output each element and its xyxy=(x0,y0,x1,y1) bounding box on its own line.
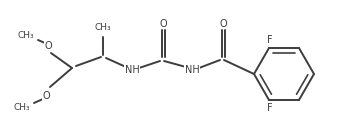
Text: O: O xyxy=(44,41,52,51)
Text: CH₃: CH₃ xyxy=(14,103,30,112)
Text: O: O xyxy=(219,19,227,29)
Text: NH: NH xyxy=(185,65,199,75)
Text: F: F xyxy=(267,103,273,113)
Text: NH: NH xyxy=(125,65,139,75)
Text: CH₃: CH₃ xyxy=(95,24,111,33)
Text: F: F xyxy=(267,35,273,45)
Text: CH₃: CH₃ xyxy=(18,30,34,39)
Text: O: O xyxy=(159,19,167,29)
Text: O: O xyxy=(42,91,50,101)
